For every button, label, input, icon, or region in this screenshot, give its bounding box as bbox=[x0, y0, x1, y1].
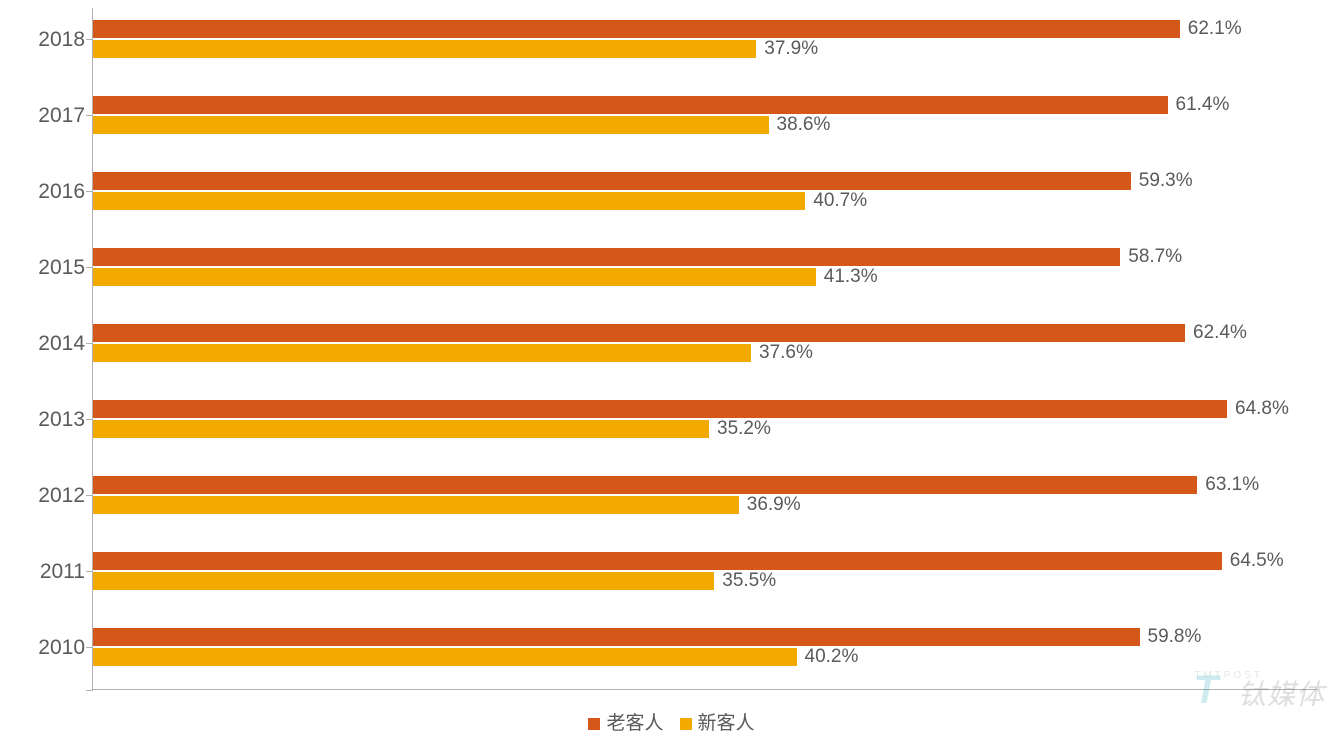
bar-新客人 bbox=[93, 572, 714, 590]
legend-item: 老客人 bbox=[588, 708, 663, 735]
bar-value-label: 62.1% bbox=[1188, 20, 1242, 38]
bar-value-label: 41.3% bbox=[824, 268, 878, 286]
bar-老客人 bbox=[93, 248, 1120, 266]
y-axis-label: 2017 bbox=[5, 105, 85, 126]
bar-新客人 bbox=[93, 496, 739, 514]
bar-老客人 bbox=[93, 552, 1222, 570]
watermark-logo: T bbox=[1194, 668, 1218, 713]
bar-value-label: 38.6% bbox=[777, 116, 831, 134]
bar-老客人 bbox=[93, 20, 1180, 38]
bar-新客人 bbox=[93, 344, 751, 362]
chart-container: 62.1% 37.9% 61.4% 38.6% 59.3% 40.7% 58.7% 41.3%… bbox=[0, 0, 1343, 745]
bar-新客人 bbox=[93, 40, 756, 58]
y-axis-label: 2011 bbox=[5, 561, 85, 582]
bar-value-label: 61.4% bbox=[1176, 96, 1230, 114]
legend-label: 老客人 bbox=[606, 713, 663, 734]
bar-老客人 bbox=[93, 476, 1197, 494]
y-axis-label: 2016 bbox=[5, 181, 85, 202]
bar-老客人 bbox=[93, 628, 1140, 646]
legend-swatch bbox=[680, 718, 692, 730]
bar-新客人 bbox=[93, 268, 816, 286]
legend: 老客人 新客人 bbox=[0, 708, 1343, 735]
bar-value-label: 37.6% bbox=[759, 344, 813, 362]
bar-value-label: 59.3% bbox=[1139, 172, 1193, 190]
bar-value-label: 40.2% bbox=[805, 648, 859, 666]
y-axis-label: 2012 bbox=[5, 485, 85, 506]
bar-新客人 bbox=[93, 192, 805, 210]
bar-value-label: 35.5% bbox=[722, 572, 776, 590]
y-axis-label: 2015 bbox=[5, 257, 85, 278]
bar-value-label: 40.7% bbox=[813, 192, 867, 210]
bar-value-label: 62.4% bbox=[1193, 324, 1247, 342]
legend-label: 新客人 bbox=[698, 713, 755, 734]
y-axis-label: 2013 bbox=[5, 409, 85, 430]
bar-老客人 bbox=[93, 96, 1168, 114]
bar-value-label: 58.7% bbox=[1128, 248, 1182, 266]
y-axis-label: 2014 bbox=[5, 333, 85, 354]
bar-老客人 bbox=[93, 324, 1185, 342]
bar-value-label: 35.2% bbox=[717, 420, 771, 438]
plot-area: 62.1% 37.9% 61.4% 38.6% 59.3% 40.7% 58.7% 41.3%… bbox=[92, 8, 1317, 690]
bar-value-label: 37.9% bbox=[764, 40, 818, 58]
bar-新客人 bbox=[93, 420, 709, 438]
bar-value-label: 64.8% bbox=[1235, 400, 1289, 418]
bar-老客人 bbox=[93, 172, 1131, 190]
bar-value-label: 64.5% bbox=[1230, 552, 1284, 570]
y-axis-label: 2018 bbox=[5, 29, 85, 50]
bar-value-label: 59.8% bbox=[1148, 628, 1202, 646]
legend-item: 新客人 bbox=[680, 708, 755, 735]
bar-value-label: 63.1% bbox=[1205, 476, 1259, 494]
bar-新客人 bbox=[93, 648, 797, 666]
y-axis-label: 2010 bbox=[5, 637, 85, 658]
bar-老客人 bbox=[93, 400, 1227, 418]
bar-新客人 bbox=[93, 116, 769, 134]
legend-swatch bbox=[588, 718, 600, 730]
bar-value-label: 36.9% bbox=[747, 496, 801, 514]
